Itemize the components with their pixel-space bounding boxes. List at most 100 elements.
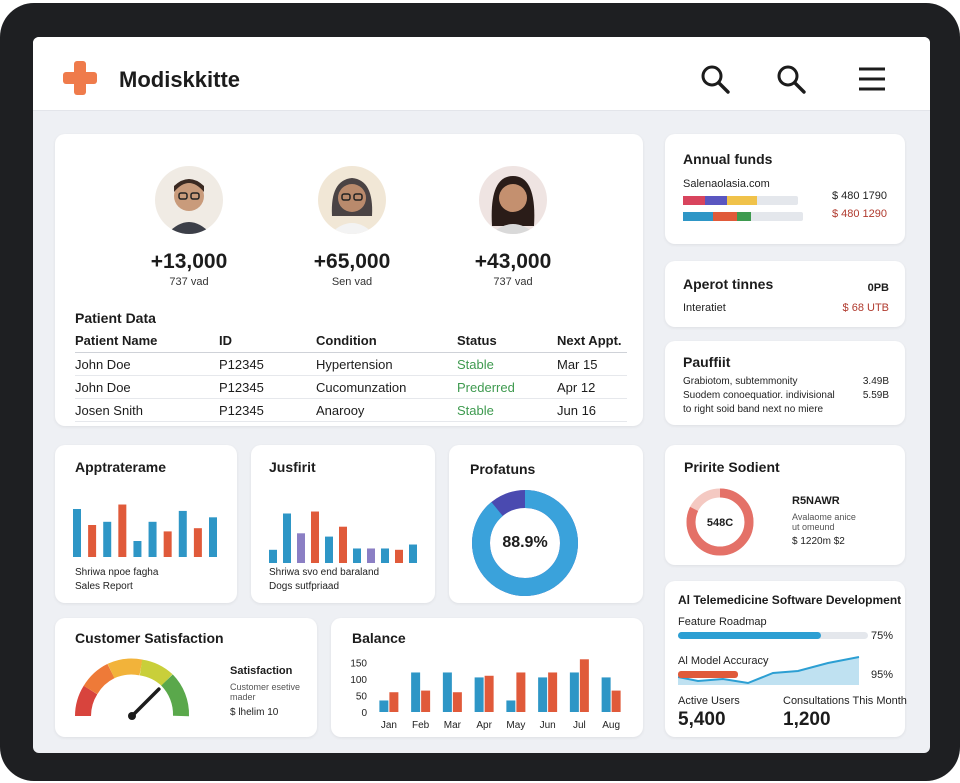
next-appt-cell: Jun 16: [557, 398, 627, 422]
x-tick-label: Jun: [540, 720, 556, 731]
apptraterame-caption-2: Sales Report: [75, 581, 133, 592]
patient-id-cell: P12345: [219, 398, 316, 422]
annual-funds-site: Salenaolasia.com: [683, 178, 770, 190]
menu-icon[interactable]: [856, 63, 888, 95]
col-condition: Condition: [316, 330, 457, 353]
donut-arc: [472, 490, 578, 596]
balance-bar: [379, 700, 389, 712]
patient-table: Patient Name ID Condition Status Next Ap…: [75, 330, 627, 422]
table-row[interactable]: John Doe P12345 Hypertension Stable Mar 15: [75, 352, 627, 376]
col-status: Status: [457, 330, 557, 353]
pririte-heading: R5NAWR: [792, 495, 840, 507]
balance-bar: [442, 672, 452, 712]
stat-sub-1: 737 vad: [169, 276, 209, 288]
accuracy-pct: 95%: [870, 669, 893, 681]
funds-bars: [683, 196, 803, 221]
annual-funds-card: Annual funds Salenaolasia.com $ 480 1790…: [665, 134, 905, 244]
table-header-row: Patient Name ID Condition Status Next Ap…: [75, 330, 627, 353]
pririte-center: 548C: [706, 517, 734, 529]
patient-name-cell: John Doe: [75, 352, 219, 376]
avatar-ring-1[interactable]: [148, 159, 230, 241]
bar-mark: [367, 548, 375, 563]
balance-bar: [421, 690, 431, 712]
table-row[interactable]: John Doe P12345 Cucomunzation Prederred Apr …: [75, 375, 627, 399]
roadmap-label: Feature Roadmap: [678, 616, 767, 628]
pauffiit-value-1: 3.49B: [862, 376, 889, 387]
pauffiit-line-3: to right soid band next no miere: [683, 404, 824, 415]
pririte-sub-2: ut omeund: [792, 522, 835, 532]
app-title: Modiskkitte: [119, 67, 241, 92]
x-tick-label: Jan: [381, 720, 397, 731]
search-icon[interactable]: [699, 63, 731, 95]
balance-bar: [389, 692, 399, 712]
balance-bar: [548, 672, 558, 712]
pauffiit-value-2: 5.59B: [862, 390, 889, 401]
next-appt-cell: Apr 12: [557, 375, 627, 399]
x-tick-label: Feb: [412, 720, 430, 731]
bar-mark: [178, 510, 187, 557]
consultations-value: 1,200: [783, 709, 831, 730]
balance-bar: [452, 692, 462, 712]
pauffiit-line-1: Grabiotom, subtemmonity: [683, 376, 798, 387]
top-bar: Modiskkitte: [33, 37, 930, 111]
x-tick-label: May: [506, 720, 525, 731]
next-appt-cell: Mar 15: [557, 352, 627, 376]
stat-value-2: +65,000: [313, 250, 391, 273]
ai-development-card: Al Telemedicine Software Development Fea…: [665, 581, 907, 737]
dashboard-screen: Modiskkitte: [33, 37, 930, 753]
condition-cell: Hypertension: [316, 352, 457, 376]
patient-data-title: Patient Data: [75, 310, 156, 326]
aperot-card: Aperot tinnes 0PB Interatiet $ 68 UTB: [665, 261, 905, 327]
doctor-avatar-icon: [318, 166, 386, 234]
patient-overview-card: +13,000 737 vad +65,000 Sen vad +43,000 …: [55, 134, 643, 426]
balance-bar: [538, 677, 548, 712]
col-patient-name: Patient Name: [75, 330, 219, 353]
profatuns-title: Profatuns: [470, 461, 536, 477]
patient-id-cell: P12345: [219, 375, 316, 399]
bar-mark: [339, 526, 347, 563]
jusfirit-caption-2: Dogs sutfpriaad: [269, 581, 340, 592]
bar-mark: [409, 544, 417, 563]
doctor-avatar-icon: [155, 166, 223, 234]
search-icon[interactable]: [775, 63, 807, 95]
funds-value-2: $ 480 1290: [831, 208, 887, 220]
stat-value-3: +43,000: [474, 250, 552, 273]
accuracy-sparkline: [678, 656, 860, 685]
condition-cell: Cucomunzation: [316, 375, 457, 399]
roadmap-progress-fill: [678, 632, 821, 639]
patient-name-cell: Josen Snith: [75, 398, 219, 422]
condition-cell: Anarooy: [316, 398, 457, 422]
pauffiit-card: Pauffiit Grabiotom, subtemmonity 3.49B S…: [665, 341, 905, 425]
satisfaction-label: Satisfaction: [230, 665, 293, 677]
bar-mark: [88, 525, 97, 557]
apptraterame-caption-1: Shriwa npoe fagha: [75, 567, 159, 578]
gauge-needle: [130, 687, 161, 718]
table-row[interactable]: Josen Snith P12345 Anarooy Stable Jun 16: [75, 398, 627, 422]
profatuns-card: Profatuns 88.9%: [449, 445, 643, 603]
avatar-ring-2[interactable]: [311, 159, 393, 241]
status-cell: Stable: [457, 352, 557, 376]
balance-bar: [411, 672, 421, 712]
customer-satisfaction-card: Customer Satisfaction Satisfaction Custo…: [55, 618, 317, 737]
patient-id-cell: P12345: [219, 352, 316, 376]
bar-mark: [209, 517, 217, 557]
x-tick-label: Apr: [476, 720, 492, 731]
x-tick-label: Jul: [573, 720, 586, 731]
doctor-avatar-icon: [479, 166, 547, 234]
stat-sub-2: Sen vad: [331, 276, 373, 288]
y-tick-label: 0: [361, 708, 367, 719]
pauffiit-title: Pauffiit: [683, 354, 731, 370]
balance-bar: [506, 700, 516, 712]
avatar-ring-3[interactable]: [472, 159, 554, 241]
jusfirit-bar-chart: [269, 511, 417, 563]
pririte-amount: $ 1220m $2: [792, 536, 845, 547]
ai-dev-title: Al Telemedicine Software Development: [678, 593, 902, 607]
aperot-value: $ 68 UTB: [842, 302, 889, 314]
satisfaction-title: Customer Satisfaction: [75, 630, 224, 646]
y-tick-label: 150: [350, 659, 367, 670]
aperot-label: Interatiet: [683, 302, 726, 314]
bar-mark: [193, 528, 202, 557]
active-users-label: Active Users: [678, 695, 740, 707]
accuracy-label: Al Model Accuracy: [678, 655, 769, 667]
bar-mark: [163, 531, 172, 557]
